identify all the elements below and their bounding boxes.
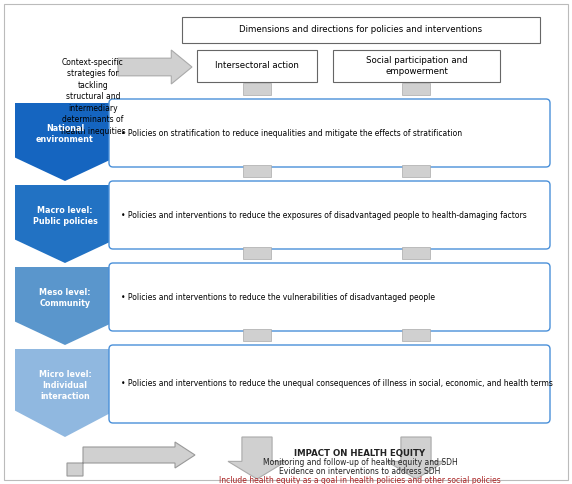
FancyBboxPatch shape [402,165,430,177]
Text: Evidence on interventions to address SDH: Evidence on interventions to address SDH [279,467,440,476]
Polygon shape [15,349,115,437]
FancyBboxPatch shape [402,247,430,259]
FancyBboxPatch shape [333,50,500,82]
Text: Include health equity as a goal in health policies and other social policies: Include health equity as a goal in healt… [219,476,501,484]
FancyBboxPatch shape [109,345,550,423]
Text: • Policies on stratification to reduce inequalities and mitigate the effects of : • Policies on stratification to reduce i… [121,128,462,137]
Text: • Policies and interventions to reduce the vulnerabilities of disadvantaged peop: • Policies and interventions to reduce t… [121,292,435,302]
FancyBboxPatch shape [243,165,271,177]
Polygon shape [118,50,192,84]
Polygon shape [15,103,115,181]
Text: Intersectoral action: Intersectoral action [215,61,299,71]
Polygon shape [15,267,115,345]
Text: • Policies and interventions to reduce the exposures of disadvantaged people to : • Policies and interventions to reduce t… [121,211,527,220]
FancyBboxPatch shape [182,17,540,43]
FancyBboxPatch shape [243,83,271,95]
Polygon shape [67,442,195,476]
FancyBboxPatch shape [402,329,430,341]
Polygon shape [15,185,115,263]
FancyBboxPatch shape [109,263,550,331]
Text: • Policies and interventions to reduce the unequal consequences of illness in so: • Policies and interventions to reduce t… [121,379,553,389]
Polygon shape [228,437,286,479]
Text: National
environment: National environment [36,124,94,144]
FancyBboxPatch shape [402,83,430,95]
FancyBboxPatch shape [109,181,550,249]
FancyBboxPatch shape [4,4,568,480]
Text: IMPACT ON HEALTH EQUITY: IMPACT ON HEALTH EQUITY [295,449,426,458]
FancyBboxPatch shape [243,247,271,259]
Polygon shape [387,437,445,479]
Text: Monitoring and follow-up of health equity and SDH: Monitoring and follow-up of health equit… [263,458,458,467]
Text: Micro level:
Individual
interaction: Micro level: Individual interaction [39,370,92,401]
Text: Meso level:
Community: Meso level: Community [39,288,91,308]
Text: Dimensions and directions for policies and interventions: Dimensions and directions for policies a… [240,26,483,34]
Text: Context-specific
strategies for
tackling
structural and
intermediary
determinant: Context-specific strategies for tackling… [61,58,125,136]
Text: Social participation and
empowerment: Social participation and empowerment [366,56,467,76]
FancyBboxPatch shape [109,99,550,167]
Text: Macro level:
Public policies: Macro level: Public policies [33,206,97,226]
FancyBboxPatch shape [243,329,271,341]
FancyBboxPatch shape [197,50,317,82]
